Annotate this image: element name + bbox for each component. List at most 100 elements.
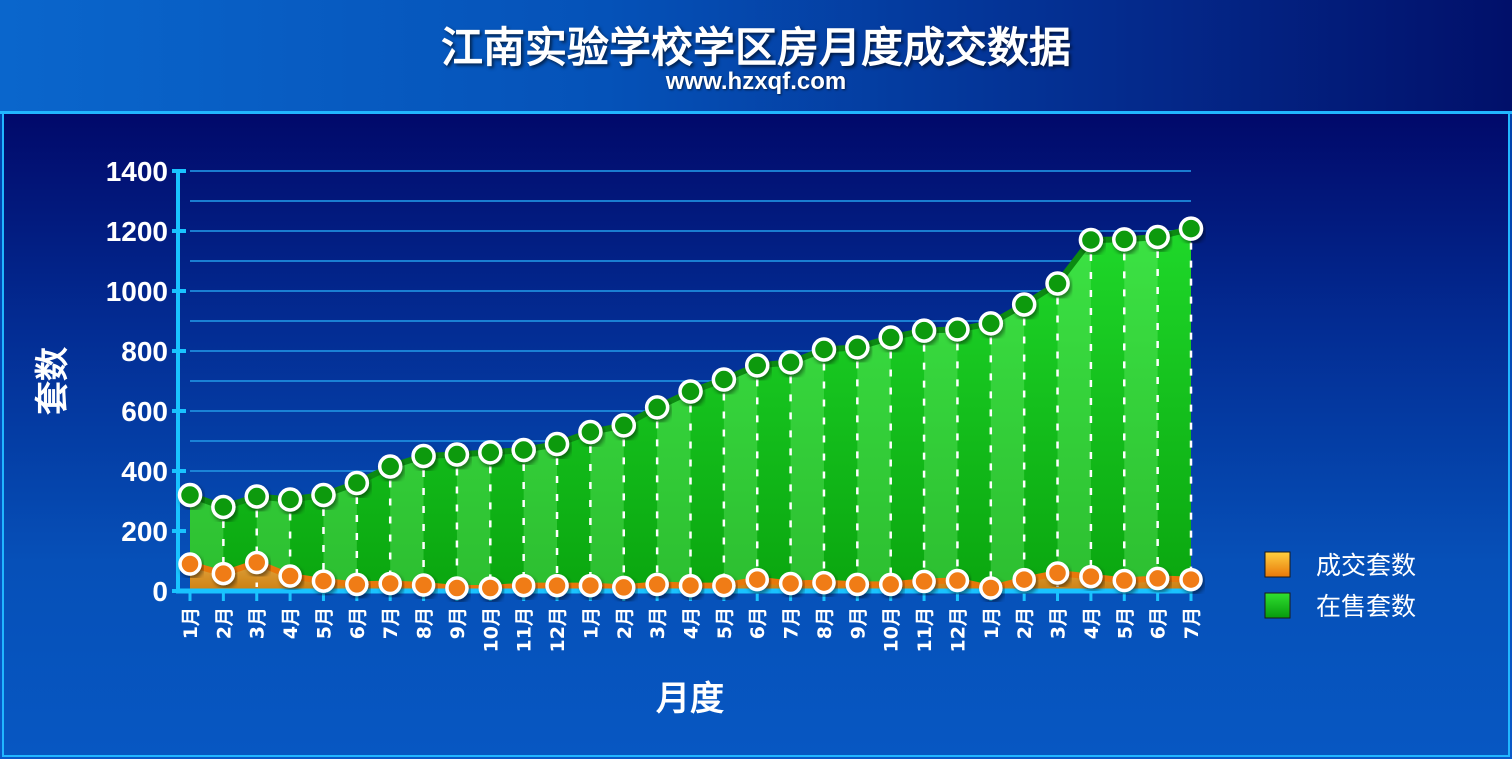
point-zaishou — [1078, 227, 1104, 253]
x-tick-label: 2月 — [213, 607, 235, 639]
point-chengjiao — [244, 550, 269, 575]
x-tick-label: 3月 — [1048, 607, 1070, 639]
point-chengjiao — [1145, 566, 1170, 591]
point-chengjiao — [845, 572, 870, 597]
area-stripe — [590, 425, 624, 591]
legend-item-chengjiao: 成交套数 — [1316, 551, 1416, 580]
area-stripe — [1057, 240, 1091, 591]
point-chengjiao — [211, 561, 236, 586]
point-chengjiao — [578, 573, 603, 598]
x-tick-label: 5月 — [1114, 607, 1136, 639]
point-chengjiao — [178, 552, 202, 576]
x-tick-label: 10月 — [480, 607, 502, 652]
point-chengjiao — [411, 573, 436, 597]
area-stripe — [990, 304, 1025, 591]
y-tick-label: 1400 — [106, 156, 168, 187]
point-zaishou — [1178, 216, 1204, 241]
point-zaishou — [744, 353, 770, 378]
point-zaishou — [244, 484, 269, 509]
point-chengjiao — [278, 564, 302, 588]
x-tick-label: 8月 — [414, 607, 436, 639]
x-tick-label: 1月 — [180, 607, 202, 639]
y-tick-label: 0 — [152, 576, 168, 607]
y-tick-label: 1000 — [106, 276, 168, 307]
point-zaishou — [1011, 292, 1037, 317]
point-chengjiao — [979, 576, 1003, 600]
area-series-layer — [188, 225, 1193, 591]
area-stripe — [523, 444, 558, 591]
point-chengjiao — [1079, 564, 1103, 589]
point-zaishou — [711, 367, 737, 392]
x-tick-label: 2月 — [1014, 607, 1036, 639]
x-tick-label: 7月 — [380, 607, 402, 639]
x-tick-label: 4月 — [681, 607, 703, 639]
point-chengjiao — [645, 572, 669, 597]
point-zaishou — [778, 350, 803, 375]
axis-labels: 0 200 400 600 800 1000 1200 1400 1月 2月 3月 4月 5月 6月 7月 8… — [33, 156, 1203, 719]
x-tick-label: 12月 — [947, 607, 969, 652]
chart-subtitle: www.hzxqf.com — [665, 68, 847, 95]
x-tick-label: 1月 — [981, 607, 1003, 639]
point-chengjiao — [545, 573, 569, 598]
x-tick-label: 6月 — [1148, 607, 1170, 639]
point-chengjiao — [1045, 561, 1070, 585]
x-tick-label: 11月 — [514, 607, 536, 652]
point-zaishou — [277, 487, 303, 512]
y-axis-title: 套数 — [33, 347, 73, 415]
chart-title: 江南实验学校学区房月度成交数据 — [440, 23, 1071, 72]
y-tick-label: 1200 — [106, 216, 168, 247]
area-stripe — [790, 349, 824, 591]
point-zaishou — [878, 325, 903, 350]
point-zaishou — [978, 311, 1004, 336]
area-stripe — [924, 329, 958, 591]
point-zaishou — [611, 413, 637, 438]
area-stripe — [323, 483, 357, 591]
point-zaishou — [945, 317, 970, 342]
area-stripe — [456, 452, 491, 591]
y-tick-label: 200 — [121, 516, 168, 547]
x-tick-label: 7月 — [1181, 607, 1203, 639]
point-chengjiao — [1012, 567, 1036, 592]
point-zaishou — [911, 318, 937, 343]
point-zaishou — [644, 395, 670, 420]
y-tick-label: 400 — [121, 456, 168, 487]
x-tick-label: 11月 — [914, 607, 936, 652]
y-tick-label: 600 — [121, 396, 168, 427]
x-tick-label: 5月 — [714, 607, 736, 639]
point-zaishou — [845, 335, 870, 360]
x-tick-label: 4月 — [1081, 607, 1103, 639]
point-zaishou — [377, 454, 403, 479]
data-markers — [177, 216, 1204, 600]
point-zaishou — [678, 379, 703, 404]
point-chengjiao — [345, 572, 369, 597]
point-chengjiao — [712, 573, 736, 598]
area-stripe — [723, 365, 758, 591]
x-tick-label: 3月 — [647, 607, 669, 639]
x-tick-label: 2月 — [614, 607, 636, 639]
x-tick-label: 6月 — [747, 607, 769, 639]
x-tick-label: 8月 — [814, 607, 836, 639]
point-zaishou — [1045, 271, 1070, 296]
point-chengjiao — [745, 567, 769, 592]
point-chengjiao — [612, 575, 636, 600]
point-zaishou — [211, 494, 236, 520]
point-chengjiao — [311, 569, 336, 593]
legend-swatch — [1264, 551, 1291, 578]
chart-header: 江南实验学校学区房月度成交数据 www.hzxqf.com — [0, 0, 1512, 114]
point-zaishou — [1145, 224, 1170, 250]
point-zaishou — [177, 482, 203, 508]
x-tick-label: 10月 — [881, 607, 903, 652]
x-axis-title: 月度 — [656, 679, 724, 719]
x-tick-label: 4月 — [280, 607, 302, 639]
y-tick-label: 800 — [121, 336, 168, 367]
point-chengjiao — [945, 568, 970, 593]
point-chengjiao — [678, 573, 703, 598]
x-tick-label: 12月 — [547, 607, 569, 652]
point-chengjiao — [445, 576, 469, 600]
point-chengjiao — [778, 571, 803, 596]
point-zaishou — [1112, 227, 1137, 252]
x-tick-label: 6月 — [347, 607, 369, 639]
